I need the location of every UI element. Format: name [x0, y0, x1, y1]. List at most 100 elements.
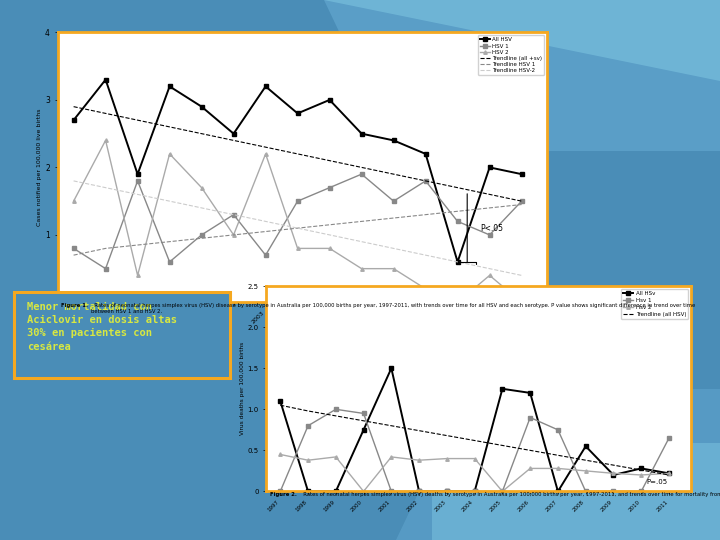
Hsv 2 [526, 465, 534, 471]
Hsv 2 [443, 455, 451, 462]
Trendline HSV 1 [166, 238, 174, 245]
All HSV [293, 110, 302, 117]
Trendline HSV-2 [102, 184, 110, 191]
HSV 1 [357, 171, 366, 177]
Hsv 2 [554, 465, 562, 471]
Trendline (all +sv) [485, 191, 494, 198]
Trendline (all HSV) [359, 417, 368, 424]
Trendline HSV-2 [357, 238, 366, 245]
Trendline HSV-2 [133, 191, 142, 198]
Trendline (all +sv) [69, 103, 78, 110]
Polygon shape [252, 0, 720, 81]
Trendline HSV-2 [421, 252, 430, 258]
Trendline HSV 1 [357, 218, 366, 225]
Trendline HSV-2 [293, 225, 302, 231]
All HSV [166, 83, 174, 90]
X-axis label: Years: Years [293, 328, 312, 334]
Trendline (all +sv) [390, 171, 398, 177]
HSV 2 [166, 151, 174, 157]
HSV 2 [485, 272, 494, 279]
Trendline (all HSV) [387, 422, 396, 429]
HSV 1 [102, 265, 110, 272]
Trendline HSV-2 [261, 218, 270, 225]
Text: Rates of neonatal herpes simplex virus (HSV) disease by serotype in Australia pe: Rates of neonatal herpes simplex virus (… [91, 303, 696, 314]
Trendline HSV-2 [325, 232, 334, 238]
All HSV [357, 130, 366, 137]
Hsv 1 [276, 488, 284, 495]
Trendline HSV 1 [261, 228, 270, 235]
Trendline (all +sv) [325, 157, 334, 164]
Hsv 2 [359, 488, 368, 495]
Line: HSV 1: HSV 1 [72, 172, 523, 271]
Trendline (all HSV) [526, 447, 534, 454]
All HSV [102, 76, 110, 83]
Trendline (all HSV) [637, 467, 646, 473]
Hsv 2 [415, 457, 423, 463]
Polygon shape [396, 389, 720, 540]
HSV 1 [485, 232, 494, 238]
HSV 2 [357, 265, 366, 272]
Legend: All HSv, Hsv 1, Hsv 2, Trendline (all HSV): All HSv, Hsv 1, Hsv 2, Trendline (all HS… [621, 289, 688, 319]
Trendline (all +sv) [293, 151, 302, 157]
Trendline HSV-2 [390, 245, 398, 252]
Hsv 2 [331, 454, 340, 460]
Trendline (all HSV) [304, 408, 312, 414]
Hsv 2 [304, 457, 312, 463]
Text: P<.05: P<.05 [480, 224, 503, 233]
Text: Menor mortalidad con
Aciclovir en dosis altas
30% en pacientes con
cesárea: Menor mortalidad con Aciclovir en dosis … [27, 302, 177, 352]
Trendline HSV 1 [517, 201, 526, 208]
Hsv 2 [581, 468, 590, 474]
HSV 2 [197, 184, 206, 191]
Trendline HSV-2 [197, 205, 206, 211]
HSV 2 [390, 265, 398, 272]
All HSv [498, 386, 507, 392]
Y-axis label: Cases notified per 100,000 live births: Cases notified per 100,000 live births [37, 109, 42, 226]
Trendline (all HSV) [609, 462, 618, 468]
All HSv [276, 398, 284, 404]
HSV 1 [261, 252, 270, 258]
HSV 2 [133, 272, 142, 279]
Polygon shape [324, 0, 720, 151]
Trendline (all +sv) [133, 117, 142, 123]
All HSV [390, 137, 398, 144]
Line: Trendline HSV-2: Trendline HSV-2 [73, 181, 521, 275]
Line: Hsv 2: Hsv 2 [279, 453, 671, 493]
Hsv 2 [637, 472, 646, 478]
Hsv 1 [498, 488, 507, 495]
Trendline HSV-2 [229, 211, 238, 218]
Hsv 1 [331, 406, 340, 413]
Hsv 1 [359, 410, 368, 417]
Trendline HSV 1 [390, 215, 398, 221]
All HSv [359, 427, 368, 433]
Text: P=.05: P=.05 [647, 479, 668, 485]
Trendline HSV 1 [293, 225, 302, 231]
Line: All HSv: All HSv [278, 366, 671, 494]
Trendline (all +sv) [102, 110, 110, 117]
Line: All HSV: All HSV [71, 77, 524, 265]
Trendline (all HSV) [415, 428, 423, 434]
Hsv 1 [443, 488, 451, 495]
Trendline HSV 1 [69, 252, 78, 258]
Trendline HSV-2 [517, 272, 526, 279]
Hsv 1 [581, 488, 590, 495]
Trendline (all +sv) [166, 124, 174, 130]
Hsv 2 [387, 454, 396, 460]
All HSv [304, 488, 312, 495]
HSV 2 [325, 245, 334, 252]
All HSv [581, 443, 590, 449]
Trendline HSV 1 [454, 208, 462, 214]
Y-axis label: Virus deaths per 100,000 births: Virus deaths per 100,000 births [240, 342, 245, 435]
All HSv [415, 488, 423, 495]
Text: Rates of neonatal herpes simplex virus (HSV) deaths by serotype in Australia per: Rates of neonatal herpes simplex virus (… [300, 492, 720, 497]
Trendline HSV 1 [325, 221, 334, 228]
All HSv [665, 470, 673, 477]
HSV 2 [261, 151, 270, 157]
HSV 2 [69, 198, 78, 204]
Trendline HSV 1 [197, 235, 206, 241]
All HSv [554, 488, 562, 495]
All HSV [517, 171, 526, 177]
Trendline (all HSV) [331, 413, 340, 419]
Legend: All HSV, HSV 1, HSV 2, Trendline (all +sv), Trendline HSV 1, Trendline HSV-2: All HSV, HSV 1, HSV 2, Trendline (all +s… [478, 35, 544, 75]
Polygon shape [432, 443, 720, 540]
HSV 1 [133, 178, 142, 184]
